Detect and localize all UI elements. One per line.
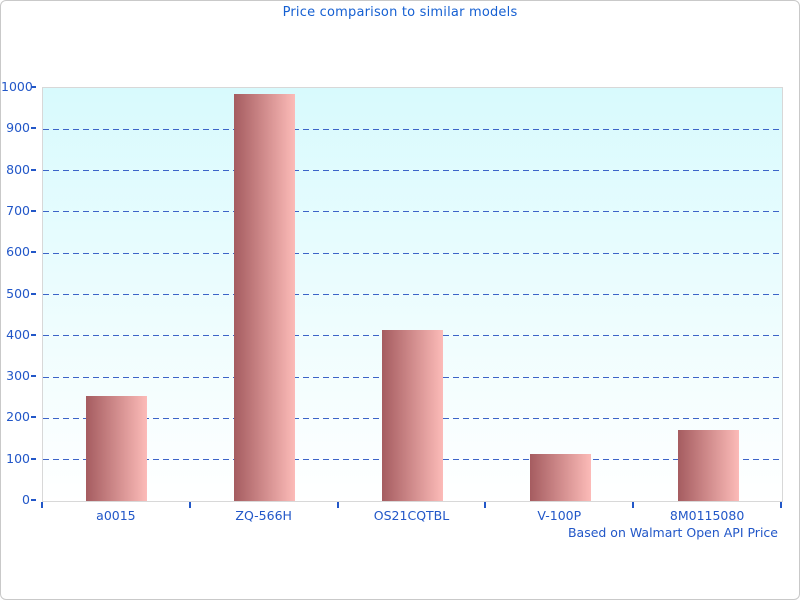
x-tick-mark <box>484 502 487 508</box>
y-tick-mark <box>31 499 36 501</box>
bar-V-100P <box>529 453 591 501</box>
y-tick-mark <box>31 251 36 254</box>
y-tick-mark <box>31 416 36 419</box>
y-tick-mark <box>31 86 36 88</box>
y-tick-label-900: 900 <box>6 120 30 136</box>
y-tick-label-1000: 1000 <box>1 79 33 94</box>
x-tick-mark <box>188 502 191 508</box>
y-tick-label-200: 200 <box>6 409 30 425</box>
y-tick-mark <box>31 127 36 130</box>
y-tick-mark <box>31 168 36 171</box>
y-tick-label-300: 300 <box>6 368 30 384</box>
x-tick-mark <box>336 502 339 508</box>
gridline-800 <box>43 170 782 172</box>
source-note: Based on Walmart Open API Price <box>567 525 778 540</box>
y-tick-mark <box>31 292 36 295</box>
x-tick-mark <box>41 502 43 508</box>
x-tick-label-ZQ-566H: ZQ-566H <box>235 508 292 523</box>
plot-area <box>42 87 783 502</box>
bar-OS21CQTBL <box>382 330 443 501</box>
y-tick-label-700: 700 <box>6 202 30 218</box>
x-tick-mark <box>632 502 635 508</box>
y-tick-label-100: 100 <box>6 450 30 466</box>
y-tick-label-0: 0 <box>22 492 30 507</box>
gridline-900 <box>43 128 782 130</box>
y-tick-label-600: 600 <box>6 244 30 260</box>
x-tick-label-OS21CQTBL: OS21CQTBL <box>373 508 450 523</box>
y-tick-mark <box>31 209 36 212</box>
y-tick-label-500: 500 <box>6 285 30 301</box>
y-tick-mark <box>31 375 36 378</box>
gridline-500 <box>43 294 782 295</box>
chart-title: Price comparison to similar models <box>282 5 518 20</box>
x-tick-label-8M0115080: 8M0115080 <box>669 508 745 523</box>
y-tick-label-400: 400 <box>6 326 30 342</box>
gridline-700 <box>43 211 782 213</box>
y-tick-label-800: 800 <box>6 161 30 177</box>
bar-ZQ-566H <box>234 94 296 501</box>
x-tick-label-a0015: a0015 <box>96 508 136 523</box>
y-tick-mark <box>31 457 36 460</box>
bar-a0015 <box>86 395 148 501</box>
y-tick-mark <box>31 333 36 336</box>
gridline-600 <box>43 252 782 254</box>
bar-8M0115080 <box>677 429 739 501</box>
x-tick-label-V-100P: V-100P <box>537 508 582 523</box>
x-tick-mark <box>780 502 782 508</box>
